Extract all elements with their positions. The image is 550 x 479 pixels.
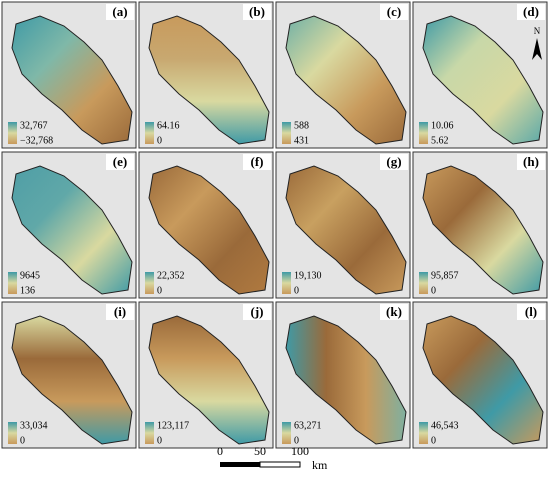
map-panel: (c) 588 431 <box>275 1 411 149</box>
legend-max: 33,034 <box>20 420 48 431</box>
panel-label: (a) <box>112 4 127 19</box>
scale-bar: 0 50 100 km <box>217 444 328 472</box>
label-box <box>243 4 271 20</box>
scale-label: 50 <box>254 444 266 458</box>
map-panel: (j) 123,117 0 <box>138 301 274 449</box>
legend-max: 588 <box>294 120 309 131</box>
label-box <box>380 304 408 320</box>
panel-label: (h) <box>523 154 539 169</box>
label-box <box>517 4 545 20</box>
label-box <box>106 154 134 170</box>
legend-min: 0 <box>157 135 162 146</box>
map-panel: (e) 9645 136 <box>1 151 137 299</box>
panel-label: (j) <box>251 304 264 319</box>
map-panel: (h) 95,857 0 <box>412 151 548 299</box>
legend-min: 431 <box>294 135 309 146</box>
panel-label: (f) <box>251 154 264 169</box>
study-area <box>285 15 407 145</box>
legend-bar <box>419 122 428 144</box>
label-box <box>380 4 408 20</box>
legend-max: 123,117 <box>157 420 189 431</box>
label-box <box>106 304 134 320</box>
legend-bar <box>8 122 17 144</box>
legend-min: −32,768 <box>20 135 53 146</box>
legend-bar <box>8 422 17 444</box>
study-area <box>148 165 270 295</box>
legend-bar <box>282 122 291 144</box>
label-box <box>243 304 271 320</box>
panels: (a) 32,767 −32,768 (b) 64.16 0 (c) 588 431 (d) 10.… <box>1 1 548 449</box>
map-panel: (g) 19,130 0 <box>275 151 411 299</box>
legend-min: 0 <box>20 435 25 446</box>
study-area <box>285 165 407 295</box>
legend-min: 0 <box>431 435 436 446</box>
legend-min: 5.62 <box>431 135 449 146</box>
study-area <box>11 315 133 445</box>
legend-max: 9645 <box>20 270 40 281</box>
study-area <box>11 15 133 145</box>
study-area <box>148 15 270 145</box>
legend-max: 95,857 <box>431 270 459 281</box>
legend-min: 0 <box>431 285 436 296</box>
legend-bar <box>419 422 428 444</box>
panel-label: (d) <box>523 4 539 19</box>
legend-bar <box>145 272 154 294</box>
label-box <box>380 154 408 170</box>
panel-label: (l) <box>525 304 537 319</box>
legend-min: 0 <box>157 285 162 296</box>
scale-segment <box>220 462 260 467</box>
legend-bar <box>145 122 154 144</box>
map-panel: (l) 46,543 0 <box>412 301 548 449</box>
label-box <box>243 154 271 170</box>
map-panel: (a) 32,767 −32,768 <box>1 1 137 149</box>
legend-min: 0 <box>294 435 299 446</box>
legend-max: 22,352 <box>157 270 185 281</box>
map-panel: (d) 10.06 5.62 N <box>412 1 548 149</box>
study-area <box>422 165 544 295</box>
legend-bar <box>8 272 17 294</box>
study-area <box>285 315 407 445</box>
panel-label: (g) <box>386 154 401 169</box>
legend-max: 19,130 <box>294 270 322 281</box>
legend-min: 136 <box>20 285 35 296</box>
scale-unit: km <box>312 458 328 472</box>
legend-bar <box>282 422 291 444</box>
map-panel: (b) 64.16 0 <box>138 1 274 149</box>
legend-min: 0 <box>294 285 299 296</box>
panel-label: (k) <box>386 304 402 319</box>
panel-label: (i) <box>114 304 126 319</box>
study-area <box>422 315 544 445</box>
scale-segment <box>259 461 301 468</box>
legend-bar <box>419 272 428 294</box>
map-panel: (i) 33,034 0 <box>1 301 137 449</box>
legend-max: 32,767 <box>20 120 48 131</box>
panel-label: (e) <box>113 154 127 169</box>
legend-max: 63,271 <box>294 420 322 431</box>
map-panel: (k) 63,271 0 <box>275 301 411 449</box>
legend-max: 64.16 <box>157 120 180 131</box>
north-label: N <box>534 26 541 36</box>
study-area <box>11 165 133 295</box>
north-arrow <box>532 38 542 60</box>
panel-label: (b) <box>249 4 265 19</box>
legend-bar <box>282 272 291 294</box>
legend-bar <box>145 422 154 444</box>
label-box <box>517 304 545 320</box>
legend-max: 10.06 <box>431 120 454 131</box>
label-box <box>517 154 545 170</box>
label-box <box>106 4 134 20</box>
map-panel: (f) 22,352 0 <box>138 151 274 299</box>
scale-label: 100 <box>291 444 309 458</box>
panel-label: (c) <box>387 4 401 19</box>
scale-label: 0 <box>217 444 223 458</box>
legend-max: 46,543 <box>431 420 459 431</box>
legend-min: 0 <box>157 435 162 446</box>
study-area <box>422 15 544 145</box>
study-area <box>148 315 270 445</box>
